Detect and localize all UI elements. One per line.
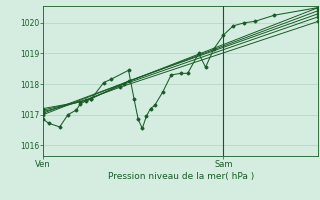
X-axis label: Pression niveau de la mer( hPa ): Pression niveau de la mer( hPa ) <box>108 172 254 181</box>
